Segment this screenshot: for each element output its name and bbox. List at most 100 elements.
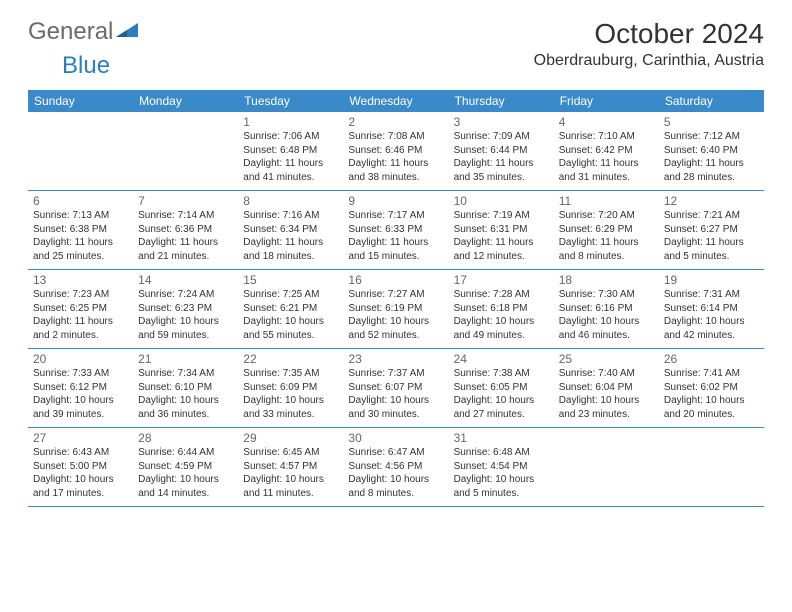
weekday-header: Tuesday xyxy=(238,90,343,112)
sunrise-text: Sunrise: 7:38 AM xyxy=(454,367,549,381)
calendar-row: 27Sunrise: 6:43 AMSunset: 5:00 PMDayligh… xyxy=(28,428,764,507)
daylight-text: Daylight: 10 hours and 46 minutes. xyxy=(559,315,654,342)
logo: General xyxy=(28,18,139,46)
sunrise-text: Sunrise: 7:14 AM xyxy=(138,209,233,223)
day-number: 30 xyxy=(348,431,443,445)
calendar-cell: 8Sunrise: 7:16 AMSunset: 6:34 PMDaylight… xyxy=(238,191,343,270)
sunset-text: Sunset: 6:44 PM xyxy=(454,144,549,158)
calendar-cell: 14Sunrise: 7:24 AMSunset: 6:23 PMDayligh… xyxy=(133,270,238,349)
sunrise-text: Sunrise: 7:16 AM xyxy=(243,209,338,223)
sunset-text: Sunset: 6:21 PM xyxy=(243,302,338,316)
day-number: 14 xyxy=(138,273,233,287)
weekday-header: Monday xyxy=(133,90,238,112)
calendar-cell: 4Sunrise: 7:10 AMSunset: 6:42 PMDaylight… xyxy=(554,112,659,191)
day-number: 25 xyxy=(559,352,654,366)
sunset-text: Sunset: 6:27 PM xyxy=(664,223,759,237)
sunset-text: Sunset: 6:05 PM xyxy=(454,381,549,395)
calendar-cell: 2Sunrise: 7:08 AMSunset: 6:46 PMDaylight… xyxy=(343,112,448,191)
daylight-text: Daylight: 10 hours and 23 minutes. xyxy=(559,394,654,421)
weekday-header: Thursday xyxy=(449,90,554,112)
day-number: 21 xyxy=(138,352,233,366)
calendar-cell: 9Sunrise: 7:17 AMSunset: 6:33 PMDaylight… xyxy=(343,191,448,270)
calendar-cell: 20Sunrise: 7:33 AMSunset: 6:12 PMDayligh… xyxy=(28,349,133,428)
sunrise-text: Sunrise: 6:48 AM xyxy=(454,446,549,460)
day-number: 11 xyxy=(559,194,654,208)
calendar-cell: 22Sunrise: 7:35 AMSunset: 6:09 PMDayligh… xyxy=(238,349,343,428)
sunset-text: Sunset: 6:48 PM xyxy=(243,144,338,158)
day-number: 5 xyxy=(664,115,759,129)
sunrise-text: Sunrise: 7:20 AM xyxy=(559,209,654,223)
sunrise-text: Sunrise: 6:45 AM xyxy=(243,446,338,460)
sunrise-text: Sunrise: 7:10 AM xyxy=(559,130,654,144)
sunset-text: Sunset: 6:16 PM xyxy=(559,302,654,316)
day-number: 31 xyxy=(454,431,549,445)
daylight-text: Daylight: 10 hours and 27 minutes. xyxy=(454,394,549,421)
daylight-text: Daylight: 10 hours and 59 minutes. xyxy=(138,315,233,342)
daylight-text: Daylight: 11 hours and 28 minutes. xyxy=(664,157,759,184)
day-number: 2 xyxy=(348,115,443,129)
day-number: 6 xyxy=(33,194,128,208)
daylight-text: Daylight: 10 hours and 8 minutes. xyxy=(348,473,443,500)
sunrise-text: Sunrise: 7:37 AM xyxy=(348,367,443,381)
sunset-text: Sunset: 6:10 PM xyxy=(138,381,233,395)
calendar-cell: 27Sunrise: 6:43 AMSunset: 5:00 PMDayligh… xyxy=(28,428,133,507)
daylight-text: Daylight: 11 hours and 31 minutes. xyxy=(559,157,654,184)
sunset-text: Sunset: 4:56 PM xyxy=(348,460,443,474)
sunset-text: Sunset: 6:23 PM xyxy=(138,302,233,316)
logo-triangle-icon xyxy=(116,18,138,46)
calendar-cell-empty xyxy=(28,112,133,191)
daylight-text: Daylight: 11 hours and 2 minutes. xyxy=(33,315,128,342)
sunrise-text: Sunrise: 6:47 AM xyxy=(348,446,443,460)
weekday-header: Saturday xyxy=(659,90,764,112)
day-number: 9 xyxy=(348,194,443,208)
daylight-text: Daylight: 10 hours and 52 minutes. xyxy=(348,315,443,342)
calendar-cell: 17Sunrise: 7:28 AMSunset: 6:18 PMDayligh… xyxy=(449,270,554,349)
daylight-text: Daylight: 10 hours and 55 minutes. xyxy=(243,315,338,342)
calendar-cell: 15Sunrise: 7:25 AMSunset: 6:21 PMDayligh… xyxy=(238,270,343,349)
day-number: 26 xyxy=(664,352,759,366)
sunset-text: Sunset: 6:07 PM xyxy=(348,381,443,395)
sunrise-text: Sunrise: 6:43 AM xyxy=(33,446,128,460)
calendar-cell: 30Sunrise: 6:47 AMSunset: 4:56 PMDayligh… xyxy=(343,428,448,507)
daylight-text: Daylight: 10 hours and 11 minutes. xyxy=(243,473,338,500)
daylight-text: Daylight: 11 hours and 25 minutes. xyxy=(33,236,128,263)
calendar-cell: 24Sunrise: 7:38 AMSunset: 6:05 PMDayligh… xyxy=(449,349,554,428)
sunset-text: Sunset: 6:38 PM xyxy=(33,223,128,237)
calendar-cell: 13Sunrise: 7:23 AMSunset: 6:25 PMDayligh… xyxy=(28,270,133,349)
calendar-cell: 21Sunrise: 7:34 AMSunset: 6:10 PMDayligh… xyxy=(133,349,238,428)
daylight-text: Daylight: 10 hours and 33 minutes. xyxy=(243,394,338,421)
daylight-text: Daylight: 11 hours and 8 minutes. xyxy=(559,236,654,263)
daylight-text: Daylight: 10 hours and 49 minutes. xyxy=(454,315,549,342)
sunrise-text: Sunrise: 7:25 AM xyxy=(243,288,338,302)
sunset-text: Sunset: 6:36 PM xyxy=(138,223,233,237)
sunrise-text: Sunrise: 7:31 AM xyxy=(664,288,759,302)
sunrise-text: Sunrise: 7:08 AM xyxy=(348,130,443,144)
sunrise-text: Sunrise: 7:35 AM xyxy=(243,367,338,381)
calendar-row: 13Sunrise: 7:23 AMSunset: 6:25 PMDayligh… xyxy=(28,270,764,349)
weekday-header: Friday xyxy=(554,90,659,112)
sunset-text: Sunset: 6:25 PM xyxy=(33,302,128,316)
sunrise-text: Sunrise: 7:34 AM xyxy=(138,367,233,381)
day-number: 8 xyxy=(243,194,338,208)
calendar-cell: 7Sunrise: 7:14 AMSunset: 6:36 PMDaylight… xyxy=(133,191,238,270)
calendar-cell: 18Sunrise: 7:30 AMSunset: 6:16 PMDayligh… xyxy=(554,270,659,349)
daylight-text: Daylight: 11 hours and 5 minutes. xyxy=(664,236,759,263)
calendar-row: 20Sunrise: 7:33 AMSunset: 6:12 PMDayligh… xyxy=(28,349,764,428)
daylight-text: Daylight: 11 hours and 35 minutes. xyxy=(454,157,549,184)
weekday-header: Sunday xyxy=(28,90,133,112)
calendar-cell: 12Sunrise: 7:21 AMSunset: 6:27 PMDayligh… xyxy=(659,191,764,270)
daylight-text: Daylight: 10 hours and 36 minutes. xyxy=(138,394,233,421)
calendar-cell: 16Sunrise: 7:27 AMSunset: 6:19 PMDayligh… xyxy=(343,270,448,349)
sunrise-text: Sunrise: 7:28 AM xyxy=(454,288,549,302)
sunrise-text: Sunrise: 7:41 AM xyxy=(664,367,759,381)
calendar-row: 6Sunrise: 7:13 AMSunset: 6:38 PMDaylight… xyxy=(28,191,764,270)
daylight-text: Daylight: 11 hours and 18 minutes. xyxy=(243,236,338,263)
calendar-cell: 11Sunrise: 7:20 AMSunset: 6:29 PMDayligh… xyxy=(554,191,659,270)
sunset-text: Sunset: 6:42 PM xyxy=(559,144,654,158)
sunset-text: Sunset: 4:59 PM xyxy=(138,460,233,474)
calendar-cell-empty xyxy=(659,428,764,507)
daylight-text: Daylight: 11 hours and 21 minutes. xyxy=(138,236,233,263)
daylight-text: Daylight: 10 hours and 42 minutes. xyxy=(664,315,759,342)
day-number: 27 xyxy=(33,431,128,445)
daylight-text: Daylight: 10 hours and 17 minutes. xyxy=(33,473,128,500)
